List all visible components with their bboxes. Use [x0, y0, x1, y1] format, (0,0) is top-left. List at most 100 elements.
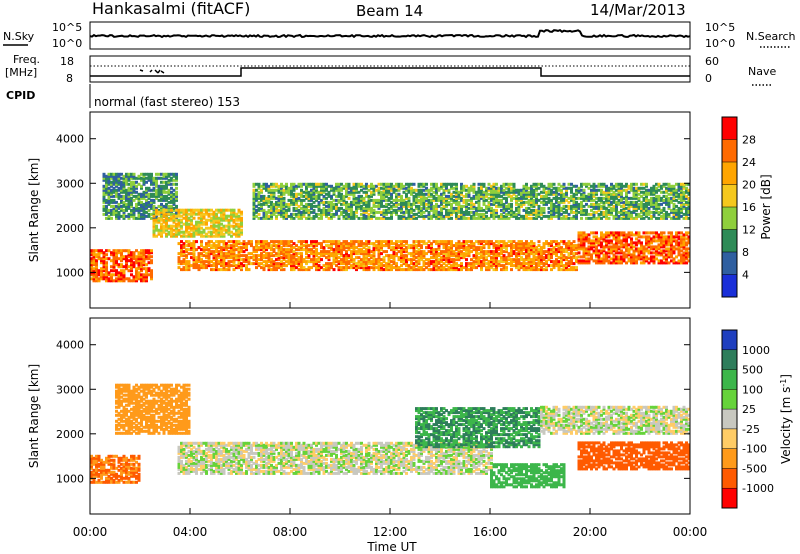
- power-cell: [445, 240, 448, 244]
- power-cell: [427, 260, 431, 264]
- power-cell: [517, 260, 521, 264]
- power-cell: [102, 178, 106, 182]
- power-cell: [235, 258, 238, 262]
- power-cell: [620, 231, 623, 235]
- power-cell: [337, 208, 341, 212]
- power-cell: [150, 251, 153, 255]
- power-cell: [137, 277, 141, 281]
- power-cell: [580, 261, 583, 265]
- power-cell: [132, 212, 136, 216]
- power-cell: [577, 204, 581, 208]
- power-cell: [255, 196, 258, 200]
- power-cell: [207, 242, 211, 246]
- power-cell: [370, 210, 373, 214]
- power-cell: [355, 246, 358, 250]
- power-cell: [402, 254, 406, 258]
- power-cell: [580, 247, 583, 251]
- power-cell: [335, 258, 338, 262]
- power-cell: [522, 194, 526, 198]
- power-cell: [517, 206, 521, 210]
- power-cell: [615, 184, 618, 188]
- power-cell: [127, 182, 131, 186]
- power-cell: [605, 190, 608, 194]
- power-cell: [547, 254, 551, 258]
- power-cell: [107, 188, 111, 192]
- power-cell: [365, 248, 368, 252]
- power-cell: [560, 198, 563, 202]
- power-cell: [292, 266, 296, 270]
- power-cell: [252, 208, 256, 212]
- power-cell: [212, 246, 216, 250]
- power-cell: [160, 204, 163, 208]
- power-cell: [277, 246, 281, 250]
- freq-spikes: [139, 69, 165, 74]
- power-cell: [95, 263, 98, 267]
- power-cell: [632, 208, 636, 212]
- power-cell: [365, 254, 368, 258]
- power-cell: [445, 186, 448, 190]
- power-cell: [605, 259, 608, 263]
- power-cell: [140, 253, 143, 257]
- power-cell: [255, 266, 258, 270]
- power-cell: [105, 210, 108, 214]
- power-cell: [407, 184, 411, 188]
- power-cell: [215, 246, 218, 250]
- power-cell: [532, 262, 536, 266]
- power-cell: [140, 259, 143, 263]
- power-cell: [587, 251, 591, 255]
- power-cell: [570, 182, 573, 186]
- power-cell: [330, 240, 333, 244]
- power-cell: [337, 252, 341, 256]
- power-cell: [367, 254, 371, 258]
- power-cell: [440, 184, 443, 188]
- power-cell: [400, 250, 403, 254]
- power-cell: [610, 184, 613, 188]
- power-cell: [130, 184, 133, 188]
- power-cell: [127, 212, 131, 216]
- power-cell: [282, 250, 286, 254]
- power-cell: [507, 256, 511, 260]
- power-cell: [280, 184, 283, 188]
- power-cell: [602, 233, 606, 237]
- power-cell: [480, 196, 483, 200]
- power-cell: [155, 192, 158, 196]
- power-cell: [485, 194, 488, 198]
- power-cell: [557, 196, 561, 200]
- power-cell: [345, 206, 348, 210]
- power-cell: [235, 240, 238, 244]
- power-cell: [657, 245, 661, 249]
- power-cell: [132, 216, 136, 220]
- power-cell: [115, 178, 118, 182]
- power-cell: [427, 204, 431, 208]
- power-cell: [482, 196, 486, 200]
- power-cell: [390, 194, 393, 198]
- power-cell: [102, 208, 106, 212]
- power-cell: [107, 172, 111, 176]
- power-cell: [545, 194, 548, 198]
- power-cell: [445, 268, 448, 272]
- power-cell: [452, 190, 456, 194]
- power-cell: [485, 210, 488, 214]
- power-cell: [115, 184, 118, 188]
- power-cell: [520, 202, 523, 206]
- power-cell: [120, 194, 123, 198]
- power-cell: [292, 206, 296, 210]
- power-cell: [390, 204, 393, 208]
- power-cell: [282, 242, 286, 246]
- power-cell: [617, 261, 621, 265]
- power-cell: [592, 249, 596, 253]
- power-cell: [387, 268, 391, 272]
- power-cell: [357, 244, 361, 248]
- power-cell: [517, 248, 521, 252]
- power-cell: [252, 212, 256, 216]
- power-cell: [545, 268, 548, 272]
- power-cell: [562, 254, 566, 258]
- power-cell: [630, 202, 633, 206]
- power-cell: [262, 260, 266, 264]
- power-cell: [167, 182, 171, 186]
- power-cell: [145, 251, 148, 255]
- power-cell: [312, 208, 316, 212]
- power-cell: [222, 246, 226, 250]
- power-cell: [295, 206, 298, 210]
- power-cell: [560, 250, 563, 254]
